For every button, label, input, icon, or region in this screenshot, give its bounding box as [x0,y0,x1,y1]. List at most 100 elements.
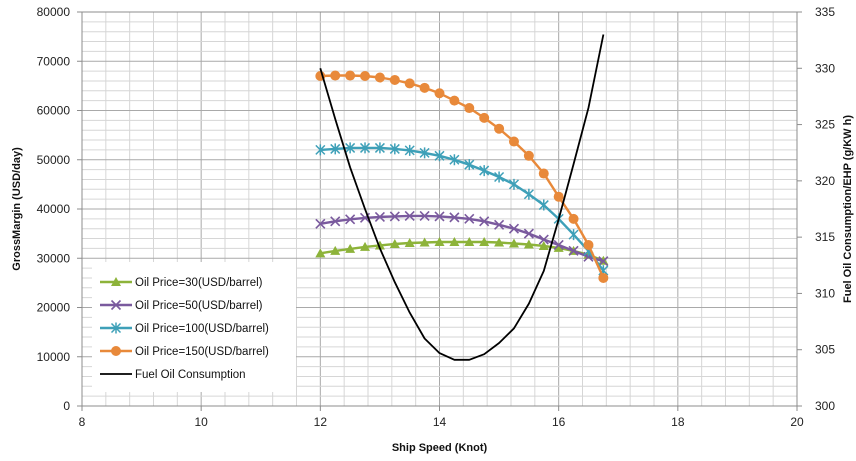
legend: Oil Price=30(USD/barrel) Oil Price=50(USD… [92,262,296,392]
x-axis-title: Ship Speed (Knot) [392,442,488,454]
x-tick-label: 16 [552,415,566,429]
y2-tick-label: 320 [815,174,835,188]
data-point [508,178,520,190]
y-tick-label: 70000 [37,54,71,68]
data-point [494,171,505,183]
data-point [538,240,549,250]
data-point [464,103,475,114]
y-axis-ticks: 0 10000 20000 30000 40000 50000 60000 70000 8000… [37,5,82,413]
data-point [568,245,579,256]
legend-label: Oil Price=30(USD/barrel) [135,277,263,289]
data-point [315,248,326,258]
data-point [434,211,445,222]
series-layer [315,34,609,361]
data-point [479,216,490,227]
x-tick-label: 12 [314,415,328,429]
data-point [479,112,490,123]
data-point [538,234,549,245]
data-point [389,74,400,85]
y2-tick-label: 335 [815,5,835,19]
data-point [389,238,400,248]
x-tick-label: 14 [433,415,447,429]
x-axis-ticks: 8 10 12 14 16 18 20 [79,406,804,429]
data-point [449,236,460,246]
data-point [464,159,475,171]
data-point [374,142,385,154]
legend-marker [110,322,122,334]
y-tick-label: 60000 [37,104,71,118]
y-tick-label: 50000 [37,153,71,167]
x-tick-label: 18 [671,415,685,429]
legend-item: Fuel Oil Consumption [100,369,246,381]
data-point [419,82,430,93]
legend-label: Oil Price=150(USD/barrel) [135,346,269,358]
data-point [553,239,564,251]
data-point [523,239,534,249]
x-tick-label: 20 [790,415,804,429]
legend-item: Oil Price=30(USD/barrel) [100,277,263,289]
x-tick-label: 8 [79,415,86,429]
data-point [583,239,594,250]
data-point [360,241,371,251]
data-point [449,154,460,166]
y2-axis-ticks: 300 305 310 315 320 325 330 335 [797,5,835,413]
data-point [374,240,385,250]
data-point [508,223,520,234]
data-point [434,88,445,99]
y2-tick-label: 330 [815,61,835,75]
y2-tick-label: 325 [815,118,835,132]
y-tick-label: 20000 [37,301,71,315]
data-point [494,219,505,230]
data-point [508,238,519,248]
data-point [434,150,445,162]
y-tick-label: 80000 [37,5,71,19]
data-point [345,243,356,253]
legend-item: Oil Price=100(USD/barrel) [100,322,269,335]
data-point [419,147,430,159]
data-point [598,256,609,267]
data-point [464,213,475,224]
y2-tick-label: 300 [815,399,835,413]
data-point [404,210,415,221]
data-point [359,142,371,154]
data-point [553,191,564,202]
legend-marker [111,277,121,286]
data-point [419,210,430,221]
data-point [479,165,490,177]
y-tick-label: 30000 [37,251,71,265]
y-axis-title: GrossMargin (USD/day) [11,147,23,271]
data-point [360,71,371,82]
data-point [374,211,385,222]
legend-label: Fuel Oil Consumption [135,369,246,381]
data-point [404,144,415,156]
legend-marker [111,346,121,356]
data-point [449,95,460,106]
y2-tick-label: 305 [815,343,835,357]
data-point [494,123,505,134]
data-point [449,212,460,223]
data-point [523,150,534,161]
legend-item: Oil Price=50(USD/barrel) [100,299,263,312]
data-point [330,143,341,155]
data-point [568,229,579,241]
y-tick-label: 0 [63,399,70,413]
data-point [568,213,579,224]
legend-label: Oil Price=50(USD/barrel) [135,300,263,312]
series-3 [315,142,609,277]
data-point [315,218,326,229]
data-point [345,70,356,81]
data-point [508,136,519,147]
data-point [523,228,534,239]
data-point [330,70,341,81]
series-4 [315,70,609,283]
x-tick-label: 10 [194,415,208,429]
y2-tick-label: 315 [815,230,835,244]
y2-tick-label: 310 [815,286,835,300]
series-5 [319,34,605,361]
data-point [538,199,549,211]
data-point [464,236,475,246]
data-point [404,78,415,89]
data-point [598,272,609,283]
data-point [330,216,341,227]
data-point [330,245,341,255]
